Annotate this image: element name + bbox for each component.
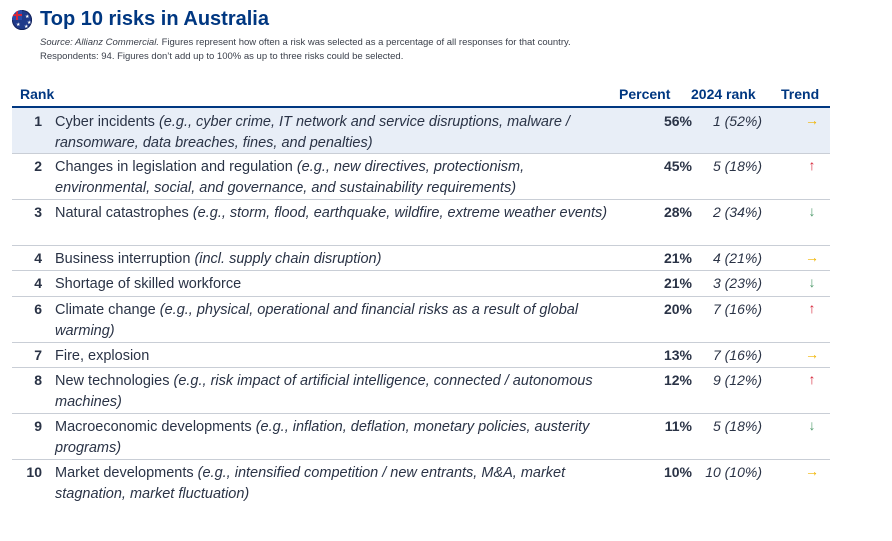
rank-cell: 2	[34, 158, 42, 174]
table-row: 10 Market developments (e.g., intensified…	[12, 459, 830, 505]
table-row: 8 New technologies (e.g., risk impact of …	[12, 367, 830, 414]
trend-same-icon: →	[805, 463, 819, 479]
prev-rank-cell: 10 (10%)	[705, 464, 762, 480]
prev-rank-cell: 2 (34%)	[712, 204, 762, 220]
risk-name: Climate change	[55, 302, 160, 318]
risk-description: Macroeconomic developments (e.g., inflat…	[55, 417, 610, 459]
risk-examples: (e.g., risk impact of artificial intelli…	[55, 373, 593, 410]
risk-description: Shortage of skilled workforce	[55, 274, 610, 295]
table-row: 6 Climate change (e.g., physical, operati…	[12, 296, 830, 343]
percent-cell: 56%	[663, 113, 692, 129]
risk-name: Market developments	[55, 465, 198, 481]
table-row: 7 Fire, explosion 13% 7 (16%) →	[12, 342, 830, 368]
australia-flag-icon: ★ ★ ★ ★	[12, 9, 32, 30]
header-prev-rank: 2024 rank	[691, 86, 756, 102]
risk-description: Changes in legislation and regulation (e…	[55, 157, 610, 199]
risk-name: Changes in legislation and regulation	[55, 159, 297, 175]
rank-cell: 4	[34, 275, 42, 291]
prev-rank-cell: 1 (52%)	[712, 113, 762, 129]
risk-name: Shortage of skilled workforce	[55, 276, 242, 292]
prev-rank-cell: 7 (16%)	[712, 347, 762, 363]
trend-up-icon: ↑	[808, 371, 816, 387]
risk-description: Climate change (e.g., physical, operatio…	[55, 300, 610, 342]
rank-cell: 8	[34, 372, 42, 388]
table-row: 1 Cyber incidents (e.g., cyber crime, IT …	[12, 108, 830, 154]
risk-description: Cyber incidents (e.g., cyber crime, IT n…	[55, 112, 610, 154]
prev-rank-cell: 5 (18%)	[712, 158, 762, 174]
percent-cell: 10%	[663, 464, 692, 480]
percent-cell: 11%	[664, 418, 692, 434]
header-trend: Trend	[781, 86, 820, 102]
percent-cell: 20%	[663, 301, 692, 317]
trend-same-icon: →	[805, 346, 819, 362]
risk-name: Cyber incidents	[55, 114, 159, 130]
risk-examples: (e.g., intensified competition / new ent…	[55, 465, 566, 502]
trend-down-icon: ↓	[808, 274, 816, 290]
risk-examples: (e.g., cyber crime, IT network and servi…	[55, 114, 570, 151]
risk-examples: (e.g., physical, operational and financi…	[55, 302, 579, 339]
respondents-text: Respondents: 94. Figures don’t add up to…	[40, 51, 404, 62]
risk-description: Market developments (e.g., intensified c…	[55, 463, 610, 505]
table-header: Rank Percent 2024 rank Trend	[20, 86, 830, 106]
source-text: Figures represent how often a risk was s…	[158, 37, 571, 48]
rank-cell: 3	[34, 204, 42, 220]
risk-examples: (e.g., inflation, deflation, monetary po…	[55, 419, 590, 456]
table-row: 4 Shortage of skilled workforce 21% 3 (23%)…	[12, 270, 830, 297]
rank-cell: 1	[34, 113, 42, 129]
trend-up-icon: ↑	[808, 300, 816, 316]
percent-cell: 28%	[663, 204, 692, 220]
percent-cell: 45%	[663, 158, 692, 174]
header-divider	[12, 106, 830, 108]
percent-cell: 13%	[663, 347, 692, 363]
risk-examples: (e.g., storm, flood, earthquake, wildfir…	[192, 205, 608, 221]
rank-cell: 7	[34, 347, 42, 363]
risk-examples: (incl. supply chain disruption)	[194, 251, 382, 267]
title-row: ★ ★ ★ ★ Top 10 risks in Australia	[12, 8, 269, 31]
prev-rank-cell: 3 (23%)	[712, 275, 762, 291]
percent-cell: 21%	[663, 275, 692, 291]
risk-examples: (e.g., new directives, protectionism, en…	[55, 159, 525, 196]
rank-cell: 10	[26, 464, 42, 480]
header-rank: Rank	[20, 86, 55, 102]
prev-rank-cell: 9 (12%)	[712, 372, 762, 388]
header-percent: Percent	[619, 86, 671, 102]
trend-down-icon: ↓	[808, 203, 816, 219]
risk-description: Natural catastrophes (e.g., storm, flood…	[55, 203, 610, 224]
risk-description: New technologies (e.g., risk impact of a…	[55, 371, 610, 413]
table-row: 4 Business interruption (incl. supply cha…	[12, 245, 830, 271]
percent-cell: 12%	[663, 372, 692, 388]
prev-rank-cell: 5 (18%)	[712, 418, 762, 434]
risk-description: Business interruption (incl. supply chai…	[55, 249, 610, 270]
percent-cell: 21%	[663, 250, 692, 266]
risk-name: Macroeconomic developments	[55, 419, 256, 435]
source-label: Source: Allianz Commercial.	[40, 37, 159, 48]
table-row: 2 Changes in legislation and regulation (…	[12, 153, 830, 200]
rank-cell: 9	[34, 418, 42, 434]
trend-same-icon: →	[805, 112, 819, 128]
risk-description: Fire, explosion	[55, 346, 610, 367]
risk-name: Fire, explosion	[55, 348, 150, 364]
trend-up-icon: ↑	[808, 157, 816, 173]
risk-name: New technologies	[55, 373, 174, 389]
table-row: 9 Macroeconomic developments (e.g., infla…	[12, 413, 830, 460]
table-row: 3 Natural catastrophes (e.g., storm, floo…	[12, 199, 830, 246]
prev-rank-cell: 7 (16%)	[712, 301, 762, 317]
rank-cell: 4	[34, 250, 42, 266]
trend-same-icon: →	[805, 249, 819, 265]
trend-down-icon: ↓	[808, 417, 816, 433]
risk-name: Business interruption	[55, 251, 195, 267]
prev-rank-cell: 4 (21%)	[712, 250, 762, 266]
page-title: Top 10 risks in Australia	[40, 8, 269, 30]
rank-cell: 6	[34, 301, 42, 317]
risk-name: Natural catastrophes	[55, 205, 193, 221]
source-note: Source: Allianz Commercial. Figures repr…	[40, 36, 571, 64]
